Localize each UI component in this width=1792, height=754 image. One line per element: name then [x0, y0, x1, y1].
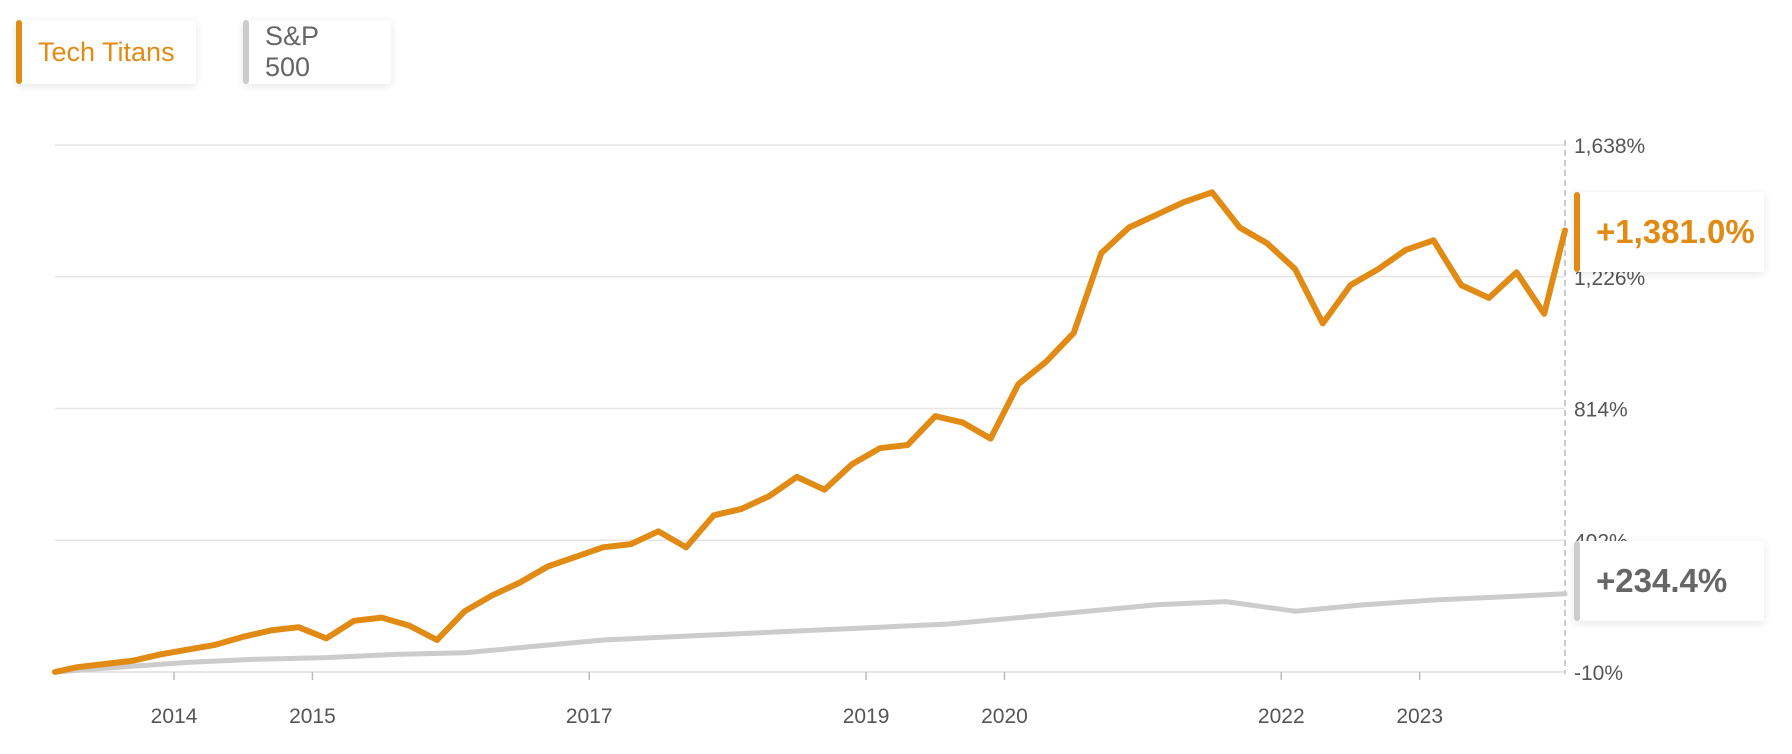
- tech-titans-end-value: +1,381.0%: [1596, 213, 1755, 250]
- legend-tech-titans-button[interactable]: Tech Titans: [16, 20, 196, 84]
- y-tick-label: 1,226%: [1574, 267, 1645, 290]
- x-axis: 2014 2015 2017 2019 2020 2022 2023: [151, 672, 1443, 728]
- tech-titans-series-line: [52, 189, 1568, 675]
- y-tick-label: -10%: [1574, 662, 1623, 685]
- legend-sp500-button[interactable]: S&P 500: [243, 20, 391, 84]
- legend-sp500-label: S&P 500: [265, 21, 319, 82]
- legend-tech-titans-label: Tech Titans: [38, 36, 175, 67]
- sp500-end-value: +234.4%: [1596, 562, 1728, 599]
- tech-titans-end-value-badge: +1,381.0%: [1574, 192, 1764, 272]
- sp500-end-value-badge: +234.4%: [1574, 541, 1764, 621]
- x-tick-label: 2015: [289, 705, 336, 728]
- x-tick-label: 2020: [981, 705, 1028, 728]
- x-tick-label: 2023: [1396, 705, 1443, 728]
- y-tick-label: 814%: [1574, 399, 1628, 422]
- x-tick-label: 2022: [1258, 705, 1305, 728]
- x-tick-label: 2014: [151, 705, 198, 728]
- y-axis: 1,638%1,226%814%402%-10%: [1574, 135, 1645, 685]
- y-tick-label: 1,638%: [1574, 135, 1645, 158]
- x-tick-label: 2017: [566, 705, 613, 728]
- sp-badge-color-bar: [1574, 541, 1580, 621]
- legend-tech-color-bar: [16, 20, 22, 84]
- tech-badge-color-bar: [1574, 192, 1580, 272]
- x-tick-label: 2019: [843, 705, 890, 728]
- chart-grid: [55, 144, 1565, 541]
- sp500-series-line: [52, 591, 1568, 675]
- legend-sp500-color-bar: [243, 20, 249, 84]
